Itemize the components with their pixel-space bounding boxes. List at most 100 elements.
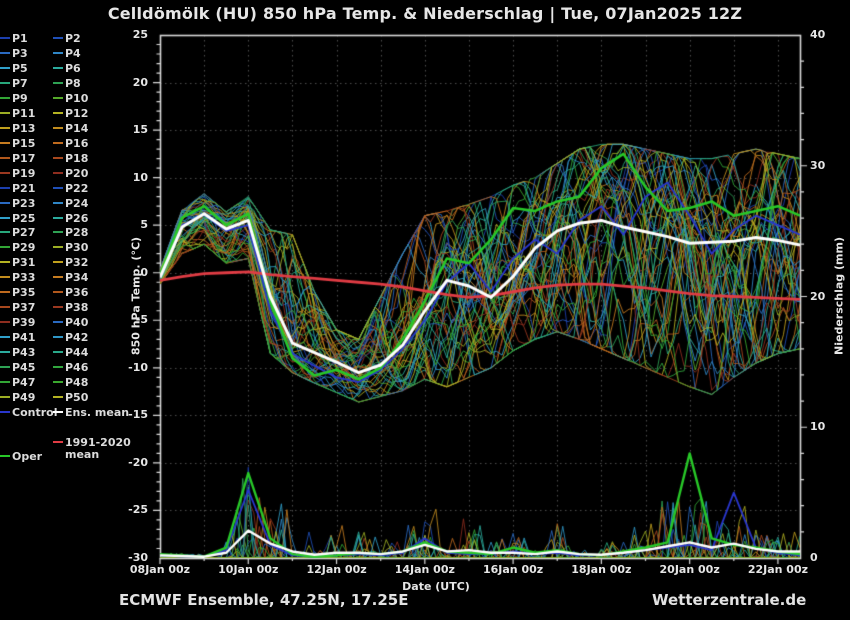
legend-member-label: P28 bbox=[65, 226, 89, 240]
legend-member-label: P34 bbox=[65, 271, 89, 285]
member-line-swatch bbox=[53, 396, 63, 399]
legend-member-item: P28 bbox=[53, 227, 88, 239]
member-line-swatch bbox=[0, 246, 10, 249]
legend-member-label: P31 bbox=[12, 256, 36, 270]
legend-member-label: P38 bbox=[65, 301, 89, 315]
legend-member-label: P33 bbox=[12, 271, 36, 285]
legend-member-item: P49 bbox=[0, 392, 35, 404]
legend-member-label: P14 bbox=[65, 121, 89, 135]
legend-member-label: P44 bbox=[65, 346, 89, 360]
legend-member-label: P3 bbox=[12, 46, 28, 60]
member-line-swatch bbox=[53, 156, 63, 159]
legend-member-label: P47 bbox=[12, 376, 36, 390]
legend-member-item: P38 bbox=[53, 302, 88, 314]
legend-member-label: P30 bbox=[65, 241, 89, 255]
temp-tick-label: -15 bbox=[128, 408, 148, 422]
member-line-swatch bbox=[0, 336, 10, 339]
temp-tick-label: -5 bbox=[135, 313, 148, 327]
precip-tick-label: 20 bbox=[810, 289, 826, 303]
legend-member-label: P11 bbox=[12, 106, 36, 120]
legend-member-item: P21 bbox=[0, 181, 36, 195]
member-line-swatch bbox=[53, 37, 63, 39]
control-line-swatch bbox=[0, 411, 10, 413]
member-line-swatch bbox=[53, 96, 63, 99]
legend-member-label: P46 bbox=[65, 361, 89, 375]
legend-oper-label: Oper bbox=[12, 450, 43, 463]
y-axis-label-left: 850 hPa Temp. (°C) bbox=[129, 236, 143, 356]
legend-member-item: P17 bbox=[0, 152, 35, 165]
legend-member-label: P25 bbox=[12, 211, 36, 225]
legend-member-item: P6 bbox=[53, 62, 81, 75]
legend-member-item: P33 bbox=[0, 272, 35, 284]
date-tick-label: 08Jan 00z bbox=[129, 563, 191, 576]
temp-tick-label: -25 bbox=[128, 503, 148, 517]
legend-member-item: P27 bbox=[0, 227, 35, 239]
member-line-swatch bbox=[0, 126, 10, 129]
precip-tick-label: 0 bbox=[810, 551, 818, 564]
legend-member-item: P36 bbox=[53, 287, 88, 299]
legend-member-label: P29 bbox=[12, 241, 36, 255]
temp-tick-label: 10 bbox=[132, 170, 148, 184]
legend-member-item: P41 bbox=[0, 332, 35, 344]
member-line-swatch bbox=[53, 261, 63, 264]
legend-member-item: P25 bbox=[0, 211, 36, 225]
member-line-swatch bbox=[0, 141, 10, 144]
legend-climate-label-line1: 1991-2020 bbox=[65, 436, 131, 449]
member-line-swatch bbox=[0, 81, 10, 84]
legend-member-item: P30 bbox=[53, 242, 88, 254]
legend-member-item: P8 bbox=[53, 77, 81, 90]
member-line-swatch bbox=[53, 351, 63, 354]
legend-member-label: P35 bbox=[12, 286, 36, 300]
legend-member-item: P9 bbox=[0, 91, 28, 105]
legend-oper: Oper bbox=[0, 451, 42, 463]
legend-member-item: P46 bbox=[53, 362, 88, 374]
page-title: Celldömölk (HU) 850 hPa Temp. & Niedersc… bbox=[107, 4, 743, 23]
climate-mean-line-swatch bbox=[53, 441, 63, 443]
member-line-swatch bbox=[53, 126, 63, 129]
legend-member-item: P50 bbox=[53, 392, 88, 404]
legend-ens-mean: Ens. mean bbox=[53, 407, 129, 419]
member-line-swatch bbox=[0, 351, 10, 354]
legend-member-label: P10 bbox=[65, 91, 89, 105]
member-line-swatch bbox=[0, 111, 10, 114]
legend-member-item: P44 bbox=[53, 347, 88, 359]
legend-climate-label-line2: mean bbox=[65, 448, 100, 461]
member-line-swatch bbox=[0, 381, 10, 384]
legend-member-item: P2 bbox=[53, 33, 81, 45]
legend-member-item: P12 bbox=[53, 107, 88, 120]
legend-member-item: P35 bbox=[0, 287, 35, 299]
legend-member-item: P26 bbox=[53, 211, 89, 225]
member-line-swatch bbox=[0, 51, 10, 54]
date-tick-label: 10Jan 00z bbox=[218, 563, 279, 576]
legend-member-item: P37 bbox=[0, 302, 35, 314]
member-line-swatch bbox=[0, 96, 10, 99]
legend-member-item: P4 bbox=[53, 47, 81, 60]
legend-member-label: P23 bbox=[12, 196, 36, 210]
legend-member-item: P20 bbox=[53, 166, 89, 180]
legend-member-item: P24 bbox=[53, 197, 88, 210]
legend-member-item: P3 bbox=[0, 46, 28, 60]
legend-member-item: P13 bbox=[0, 121, 36, 135]
member-line-swatch bbox=[53, 171, 63, 174]
member-line-swatch bbox=[0, 156, 10, 159]
legend-member-label: P27 bbox=[12, 226, 36, 240]
member-line-swatch bbox=[0, 276, 10, 279]
legend-member-label: P13 bbox=[12, 121, 36, 135]
legend-member-item: P15 bbox=[0, 137, 35, 150]
temp-tick-label: 20 bbox=[132, 75, 148, 89]
legend-member-label: P9 bbox=[12, 91, 28, 105]
legend-member-item: P40 bbox=[53, 317, 88, 329]
date-tick-label: 14Jan 00z bbox=[394, 563, 455, 576]
legend-member-label: P37 bbox=[12, 301, 36, 315]
legend-member-label: P20 bbox=[65, 166, 89, 180]
legend-member-label: P26 bbox=[65, 211, 89, 225]
legend-member-label: P21 bbox=[12, 181, 36, 195]
legend-member-item: P47 bbox=[0, 377, 35, 389]
legend-member-item: P14 bbox=[53, 121, 89, 135]
legend-member-label: P18 bbox=[65, 151, 89, 165]
temp-tick-label: -10 bbox=[128, 360, 148, 374]
legend-member-item: P32 bbox=[53, 257, 88, 269]
member-line-swatch bbox=[53, 111, 63, 114]
legend-member-item: P1 bbox=[0, 33, 28, 45]
